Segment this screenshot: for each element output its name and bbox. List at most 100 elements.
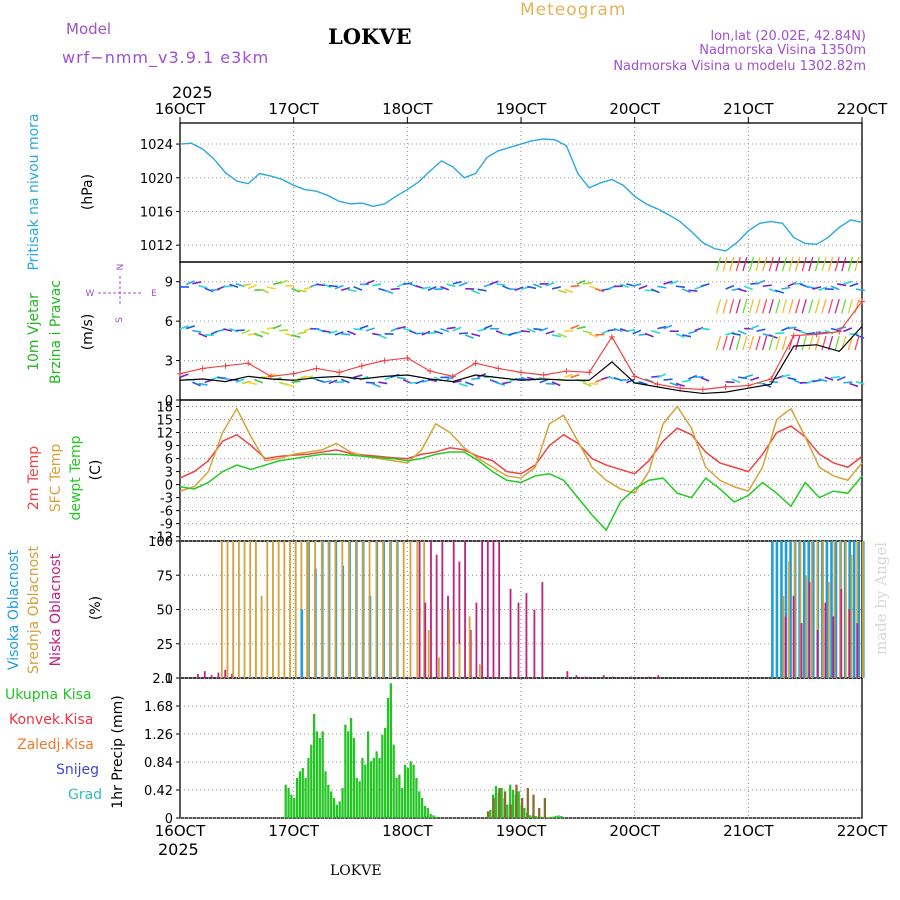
wind-arrow (855, 380, 865, 386)
wind-arrow (458, 281, 468, 287)
wind-gust-marker (267, 373, 274, 380)
wind-title-1: 10m Vjetar (26, 293, 42, 371)
cloud-label-high: Visoka Oblacnost (6, 549, 22, 670)
wind-arrow (855, 288, 865, 292)
temp-ytick-label: 6 (165, 453, 173, 468)
wind-arrow (731, 332, 741, 336)
wind-arrow (794, 335, 801, 351)
wind-arrow (464, 381, 474, 386)
wind-gust-marker (472, 360, 479, 367)
wind-gust-marker (358, 362, 365, 369)
wind-arrow (340, 287, 351, 291)
wind-arrow (632, 283, 642, 287)
wind-arrow (725, 331, 735, 336)
wind-arrow (715, 299, 722, 314)
cloud-bar-low (517, 602, 520, 678)
temp-ytick-label: 15 (156, 414, 173, 429)
wind-arrow (682, 334, 692, 338)
wind-arrow (725, 381, 735, 384)
precip-total-bar (284, 784, 287, 818)
precip-total-bar (494, 786, 498, 818)
precip-total-bar (361, 758, 364, 818)
cloud-ytick-label: 100 (148, 535, 173, 550)
cloud-bar-mid (355, 541, 357, 678)
wind-arrow (814, 257, 821, 272)
precip-total-bar (517, 791, 520, 818)
wind-arrow (496, 283, 506, 286)
wind-arrow (722, 335, 728, 351)
cloud-bar-low (424, 602, 427, 678)
precip-total-bar (551, 816, 554, 818)
precip-ylabel: 1hr Precip (mm) (110, 695, 126, 808)
wind-arrow (427, 331, 438, 335)
cloud-bar-high (811, 541, 815, 678)
precip-total-bar (372, 758, 375, 818)
precip-total-bar (301, 768, 304, 818)
wind-arrow (545, 281, 555, 287)
wind-arrow (735, 257, 741, 272)
wind-arrow (533, 327, 543, 331)
wind-arrow (341, 333, 351, 336)
wind-arrow (254, 378, 264, 384)
wind-arrow (477, 288, 487, 292)
wind-arrow (715, 257, 722, 272)
wind-arrow (801, 335, 807, 351)
wind-arrow (638, 381, 648, 386)
wind-arrow (570, 373, 580, 379)
cloud-bar-mid (327, 541, 330, 678)
wind-arrow (756, 279, 766, 285)
precip-legend-item: Snijeg (56, 762, 99, 778)
wind-gust-marker (404, 354, 411, 361)
cloud-bar-mid (416, 541, 419, 678)
wind-arrow (675, 333, 685, 339)
wind-arrow (657, 373, 667, 379)
wind-arrow (458, 382, 468, 387)
wind-arrow (725, 284, 735, 290)
wind-arrow (849, 282, 859, 288)
watermark: made by Angel (872, 542, 890, 655)
temp-ytick-label: 18 (156, 401, 173, 416)
cloud-bar-low (458, 561, 461, 678)
wind-arrow (644, 332, 654, 338)
model-label: Model (66, 20, 111, 38)
precip-total-bar (406, 768, 410, 818)
precip-total-bar (415, 778, 418, 818)
wind-arrow (775, 335, 781, 351)
cloud-bar-low (481, 541, 484, 678)
cloud-bar-low (203, 671, 206, 678)
wind-gust-marker (313, 365, 320, 372)
precip-total-bar (548, 817, 552, 818)
bottom-day-tick-label: 17OCT (268, 822, 319, 840)
wind-arrow (849, 382, 859, 388)
wind-arrow (834, 257, 840, 272)
cloud-bar-high (834, 541, 838, 678)
wind-arrow (576, 279, 586, 285)
precip-frozen-bar (532, 794, 535, 818)
cloud-bar-mid (320, 541, 323, 678)
wind-arrow (812, 379, 822, 383)
precip-total-bar (290, 794, 293, 818)
wind-arrow (179, 325, 189, 330)
wind-arrow (582, 330, 592, 335)
wind-arrow (291, 334, 301, 339)
compass-cross (98, 276, 142, 306)
wind-arrow (589, 382, 599, 385)
precip-total-bar (392, 744, 395, 818)
precip-total-bar (429, 814, 432, 818)
labels-layer: 16OCT 16OCT 17OCT 17OCT 18OCT 18OCT 19OCT 19OCT… (5, 100, 888, 840)
cloud-bar-mid (468, 616, 471, 678)
precip-total-bar (310, 744, 313, 818)
wind-arrow (854, 335, 860, 351)
top-day-tick-label: 22OCT (837, 100, 888, 118)
precip-total-bar (381, 734, 384, 818)
cloud-ytick-label: 0 (165, 672, 173, 687)
temp-series-1 (179, 405, 863, 495)
cloud-label-low: Niska Oblacnost (48, 553, 64, 666)
wind-arrow (185, 280, 195, 286)
wind-arrow (781, 257, 788, 272)
wind-arrow (204, 287, 214, 293)
wind-gust-marker (495, 365, 502, 372)
wind-arrow (260, 330, 270, 335)
wind-arrow (557, 332, 567, 338)
precip-frozen-bar (486, 811, 490, 818)
